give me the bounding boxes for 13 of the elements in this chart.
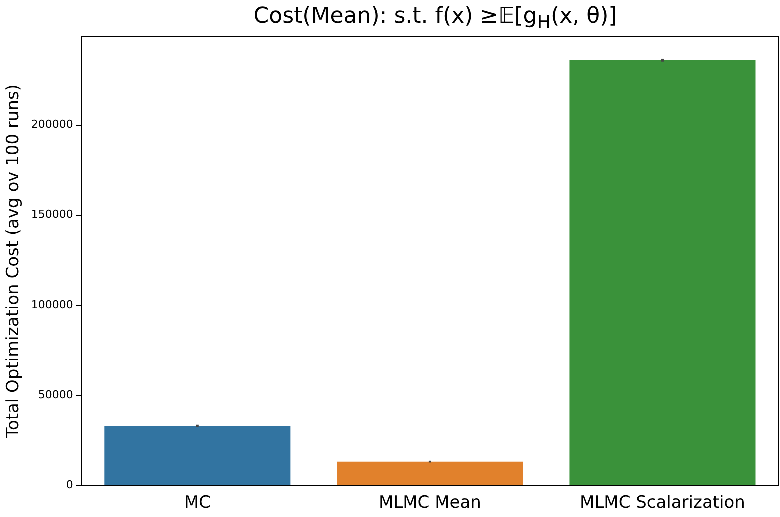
bar <box>570 60 756 486</box>
y-axis-title: Total Optimization Cost (avg ov 100 runs) <box>4 84 24 440</box>
bar <box>104 426 291 486</box>
y-tick-label: 50000 <box>38 388 74 402</box>
x-tick-label: MLMC Mean <box>378 493 482 514</box>
y-tick-label: 0 <box>66 478 74 492</box>
y-tick-label: 150000 <box>31 208 74 222</box>
x-tick-label: MLMC Scalarization <box>580 493 746 514</box>
bar <box>337 462 524 486</box>
chart-title: Cost(Mean): s.t. f(x) ≥𝔼[g$_{H}$(x, θ)] <box>252 4 618 34</box>
y-tick-label: 100000 <box>31 298 74 312</box>
y-tick-label: 200000 <box>31 118 74 132</box>
x-tick-label: MC <box>184 493 211 514</box>
